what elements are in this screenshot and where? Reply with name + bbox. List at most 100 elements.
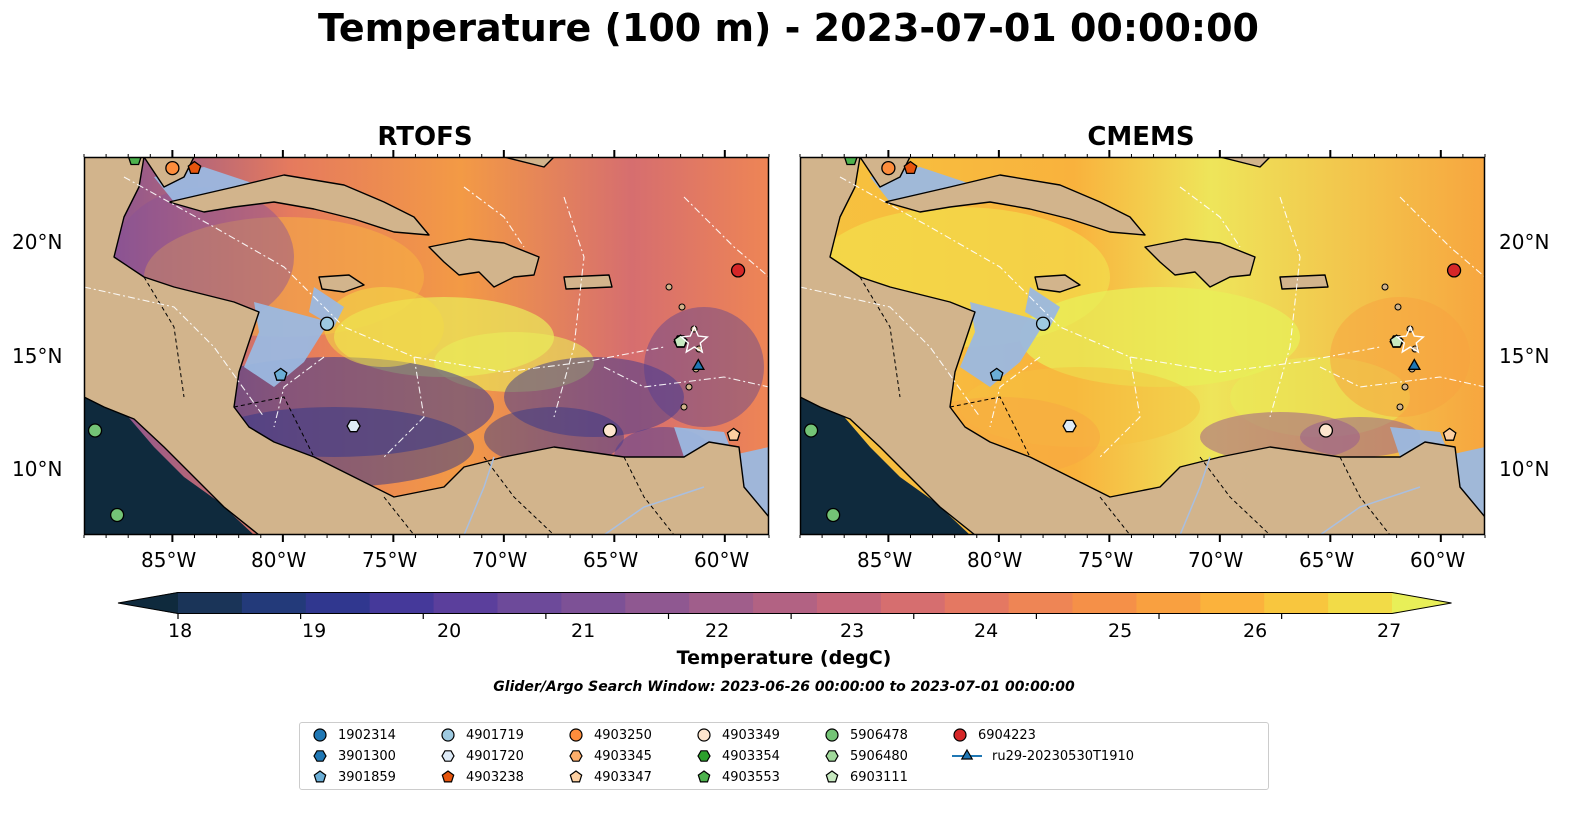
landmass bbox=[428, 238, 540, 288]
pentagon-marker-icon bbox=[825, 770, 839, 783]
colorbar-segment bbox=[241, 592, 307, 614]
colorbar-tick-label: 24 bbox=[974, 620, 999, 642]
colorbar-segment bbox=[497, 592, 562, 614]
lon-tick-label: 85°W bbox=[857, 548, 913, 572]
pentagon-marker-icon bbox=[569, 770, 583, 783]
circle-marker-icon bbox=[825, 728, 839, 742]
legend-item: 4903354 bbox=[694, 746, 780, 766]
map-panel-rtofs[interactable] bbox=[83, 150, 770, 542]
platform-marker bbox=[273, 367, 288, 381]
legend-item: 3901300 bbox=[310, 746, 396, 766]
lon-tick-label: 75°W bbox=[362, 548, 418, 572]
platform-marker bbox=[903, 160, 918, 175]
glider-start-star-icon bbox=[1395, 325, 1425, 354]
lon-tick-label: 70°W bbox=[1188, 548, 1244, 572]
lon-tick-label: 80°W bbox=[251, 548, 307, 572]
legend-item: 4903238 bbox=[438, 767, 524, 787]
map-frame bbox=[799, 156, 1486, 536]
colorbar-segment bbox=[1328, 592, 1393, 614]
map-panel-cmems[interactable] bbox=[799, 150, 1486, 542]
hexagon-marker-icon bbox=[313, 750, 327, 762]
legend-label: ru29-20230530T1910 bbox=[992, 748, 1135, 764]
platform-marker bbox=[87, 423, 103, 438]
colorbar-segment bbox=[816, 592, 882, 614]
figure-title: Temperature (100 m) - 2023-07-01 00:00:0… bbox=[317, 6, 1259, 50]
colorbar-label: Temperature (degC) bbox=[676, 647, 892, 669]
landmass bbox=[503, 157, 555, 168]
platform-legend: 1902314 3901300 3901859 4901719 4901720 49032… bbox=[299, 722, 1269, 790]
colorbar-tick-label: 20 bbox=[437, 620, 462, 642]
platform-marker bbox=[1407, 358, 1422, 370]
panel-title-cmems: CMEMS bbox=[1087, 122, 1195, 152]
circle-marker-icon bbox=[697, 728, 711, 742]
legend-label: 4903250 bbox=[594, 727, 652, 743]
colorbar-segment bbox=[369, 592, 435, 614]
legend-label: 5906480 bbox=[850, 748, 908, 764]
colorbar-segment bbox=[625, 592, 690, 614]
landmass bbox=[884, 174, 1146, 236]
colorbar-extend-max bbox=[1392, 592, 1452, 614]
legend-item: ru29-20230530T1910 bbox=[950, 746, 1134, 766]
colorbar-segment bbox=[689, 592, 754, 614]
platform-marker bbox=[319, 316, 335, 331]
legend-label: 6904223 bbox=[978, 727, 1036, 743]
legend-item: 6903111 bbox=[822, 767, 908, 787]
legend-label: 3901300 bbox=[338, 748, 396, 764]
colorbar-tick-label: 26 bbox=[1243, 620, 1268, 642]
glider-start-star-icon bbox=[679, 325, 709, 354]
platform-marker bbox=[1446, 263, 1462, 278]
legend-item: 4901719 bbox=[438, 725, 524, 745]
colorbar-segment bbox=[305, 592, 371, 614]
colorbar-segment bbox=[1264, 592, 1329, 614]
panel-title-rtofs: RTOFS bbox=[377, 122, 473, 152]
colorbar-segment bbox=[1008, 592, 1074, 614]
circle-marker-icon bbox=[953, 728, 967, 742]
lat-tick-label: 15°N bbox=[12, 344, 63, 368]
platform-marker bbox=[843, 157, 858, 166]
legend-item: 1902314 bbox=[310, 725, 396, 745]
landmass bbox=[318, 274, 365, 293]
hexagon-marker-icon bbox=[569, 750, 583, 762]
colorbar-segment bbox=[1136, 592, 1201, 614]
platform-marker bbox=[1389, 334, 1404, 348]
circle-marker-icon bbox=[441, 728, 455, 742]
legend-label: 6903111 bbox=[850, 769, 908, 785]
platform-marker bbox=[730, 263, 746, 278]
lon-tick-label: 75°W bbox=[1078, 548, 1134, 572]
lon-tick-label: 65°W bbox=[1299, 548, 1355, 572]
legend-label: 4903354 bbox=[722, 748, 780, 764]
legend-label: 4901719 bbox=[466, 727, 524, 743]
colorbar-tick-label: 18 bbox=[168, 620, 193, 642]
colorbar-tick-label: 27 bbox=[1377, 620, 1402, 642]
lon-tick-label: 65°W bbox=[583, 548, 639, 572]
legend-item: 5906478 bbox=[822, 725, 908, 745]
legend-label: 4901720 bbox=[466, 748, 524, 764]
pentagon-marker-icon bbox=[313, 770, 327, 783]
landmass bbox=[1034, 274, 1081, 293]
legend-label: 5906478 bbox=[850, 727, 908, 743]
platform-marker bbox=[825, 507, 841, 523]
lat-tick-label: 15°N bbox=[1499, 344, 1550, 368]
legend-label: 3901859 bbox=[338, 769, 396, 785]
colorbar-segment bbox=[1072, 592, 1137, 614]
triangle-marker-icon bbox=[952, 748, 982, 760]
colorbar-tick-label: 22 bbox=[705, 620, 730, 642]
colorbar-segment bbox=[944, 592, 1010, 614]
legend-item: 4903553 bbox=[694, 767, 780, 787]
platform-marker bbox=[881, 160, 896, 176]
landmass bbox=[1279, 274, 1329, 290]
platform-marker bbox=[109, 507, 125, 523]
colorbar-tick-label: 21 bbox=[571, 620, 596, 642]
legend-label: 4903345 bbox=[594, 748, 652, 764]
colorbar-segment bbox=[1200, 592, 1265, 614]
colorbar-segment bbox=[753, 592, 818, 614]
legend-label: 4903349 bbox=[722, 727, 780, 743]
platform-marker bbox=[1035, 316, 1051, 331]
colorbar-segment bbox=[433, 592, 498, 614]
pentagon-marker-icon bbox=[697, 770, 711, 783]
platform-marker bbox=[989, 367, 1004, 381]
search-window-note: Glider/Argo Search Window: 2023-06-26 00… bbox=[493, 679, 1075, 695]
lon-tick-label: 80°W bbox=[967, 548, 1023, 572]
legend-item: 3901859 bbox=[310, 767, 396, 787]
lon-tick-label: 60°W bbox=[1410, 548, 1466, 572]
